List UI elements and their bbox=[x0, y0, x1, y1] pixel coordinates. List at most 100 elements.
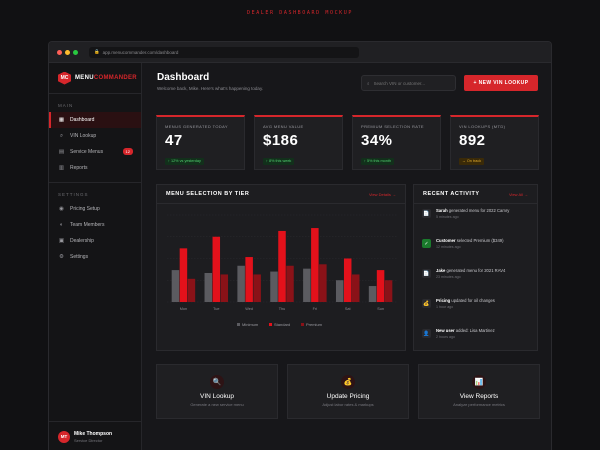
stat-card-premium-rate: PREMIUM SELECTION RATE 34% ↑ 5% this mon… bbox=[352, 115, 441, 170]
bar-minimum bbox=[204, 273, 213, 302]
stats-row: MENUS GENERATED TODAY 47 ↑ 12% vs yester… bbox=[156, 115, 539, 170]
coin-icon: 💰 bbox=[341, 375, 355, 389]
user-role: Service Director bbox=[74, 437, 103, 443]
bar-standard bbox=[245, 257, 253, 302]
x-tick-label: Wed bbox=[245, 307, 253, 311]
bar-minimum bbox=[270, 271, 278, 302]
sidebar-item-dealership[interactable]: ▣ Dealership bbox=[58, 238, 94, 244]
stat-value: 892 bbox=[459, 132, 486, 149]
x-tick-label: Fri bbox=[313, 307, 318, 311]
user-icon: 👤 bbox=[422, 329, 431, 338]
search-icon: ⌕ bbox=[367, 80, 370, 86]
bar-standard bbox=[278, 230, 286, 302]
view-details-link[interactable]: View Details → bbox=[368, 191, 396, 197]
browser-window: 🔒 app.menucommander.com/dashboard MC MEN… bbox=[48, 41, 552, 450]
bar-minimum bbox=[368, 286, 377, 302]
sidebar-item-pricing-setup[interactable]: ◉ Pricing Setup bbox=[59, 206, 100, 212]
check-icon: ✓ bbox=[422, 239, 431, 248]
building-icon: ▣ bbox=[58, 238, 65, 244]
sidebar-item-reports[interactable]: ▥ Reports bbox=[58, 165, 88, 171]
logo-text: MENUCOMMANDER bbox=[75, 75, 137, 81]
minimize-window-dot[interactable] bbox=[65, 49, 70, 55]
search-box[interactable]: ⌕ bbox=[361, 75, 456, 91]
vin-lookup-action-card[interactable]: 🔍 VIN Lookup Generate a new service menu bbox=[156, 364, 278, 419]
sidebar-item-team-members[interactable]: ◐ Team Members bbox=[59, 222, 105, 228]
logo-badge: MC bbox=[58, 71, 71, 85]
view-all-link[interactable]: View All → bbox=[508, 191, 528, 197]
update-pricing-action-card[interactable]: 💰 Update Pricing Adjust labor rates & ma… bbox=[287, 364, 409, 419]
nav-section-main: MAIN bbox=[58, 103, 74, 108]
bar-minimum bbox=[335, 280, 344, 302]
user-name: Mike Thompson bbox=[74, 430, 113, 437]
bar-premium bbox=[351, 274, 360, 302]
sidebar-divider bbox=[49, 182, 141, 183]
sidebar-item-settings[interactable]: ⚙ Settings bbox=[59, 254, 89, 260]
view-reports-action-card[interactable]: 📊 View Reports Analyze performance metri… bbox=[418, 364, 540, 419]
bar-standard bbox=[212, 236, 221, 302]
bar-premium bbox=[253, 274, 261, 302]
coin-icon: 💰 bbox=[422, 299, 431, 308]
activity-item[interactable]: 📄 Jake generated menu for 2021 RAV4 23 m… bbox=[422, 268, 506, 279]
search-input[interactable] bbox=[373, 80, 454, 86]
bar-premium bbox=[286, 265, 294, 302]
sidebar-item-dashboard[interactable]: ▦ Dashboard bbox=[49, 112, 141, 128]
x-tick-label: Mon bbox=[180, 307, 187, 311]
legend-swatch bbox=[269, 323, 272, 326]
legend-label: Standard bbox=[274, 322, 290, 327]
sidebar-item-service-menus[interactable]: ▤ Service Menus 12 bbox=[49, 144, 141, 160]
activity-item[interactable]: 💰 Pricing updated for oil changes 1 hour… bbox=[422, 298, 495, 309]
logo[interactable]: MC MENUCOMMANDER bbox=[49, 63, 141, 94]
activity-item[interactable]: 📄 Sarah generated menu for 2022 Camry 5 … bbox=[422, 208, 510, 219]
document-icon: 📄 bbox=[422, 269, 431, 278]
bar-premium bbox=[319, 264, 327, 302]
users-icon: ◐ bbox=[59, 222, 64, 228]
stat-delta: → On track bbox=[459, 157, 485, 165]
quick-actions: 🔍 VIN Lookup Generate a new service menu… bbox=[156, 364, 540, 419]
activity-item[interactable]: ✓ Customer selected Premium ($349) 12 mi… bbox=[414, 238, 537, 264]
app: MC MENUCOMMANDER MAIN ▦ Dashboard ⌕ VIN … bbox=[49, 63, 551, 450]
activity-card: RECENT ACTIVITY View All → 📄 Sarah gener… bbox=[413, 184, 538, 351]
coin-icon: ◉ bbox=[59, 206, 64, 212]
page-header: Dashboard Welcome back, Mike. Here's wha… bbox=[142, 63, 551, 113]
url-bar[interactable]: 🔒 app.menucommander.com/dashboard bbox=[89, 46, 359, 58]
legend-swatch bbox=[301, 323, 304, 326]
chart-title: MENU SELECTION BY TIER bbox=[166, 191, 250, 197]
stat-card-menus-today: MENUS GENERATED TODAY 47 ↑ 12% vs yester… bbox=[156, 115, 245, 170]
stat-value: 34% bbox=[361, 132, 393, 149]
legend-label: Minimum bbox=[242, 322, 259, 327]
sidebar-item-vin-lookup[interactable]: ⌕ VIN Lookup bbox=[59, 132, 97, 140]
nav-section-settings: SETTINGS bbox=[58, 192, 89, 197]
url-text: app.menucommander.com/dashboard bbox=[102, 49, 179, 55]
user-profile[interactable]: MT Mike Thompson Service Director bbox=[49, 421, 141, 450]
x-tick-label: Thu bbox=[279, 307, 286, 311]
x-tick-label: Sat bbox=[345, 307, 352, 311]
stat-card-avg-menu-value: AVG MENU VALUE $186 ↑ 8% this week bbox=[254, 115, 343, 170]
stat-value: 47 bbox=[165, 132, 183, 149]
new-vin-lookup-button[interactable]: + NEW VIN LOOKUP bbox=[464, 75, 538, 91]
legend-swatch bbox=[237, 323, 240, 326]
bar-premium bbox=[220, 274, 229, 302]
gear-icon: ⚙ bbox=[59, 254, 64, 260]
avatar: MT bbox=[58, 430, 70, 443]
close-window-dot[interactable] bbox=[57, 49, 62, 55]
stat-card-vin-lookups: VIN LOOKUPS (MTD) 892 → On track bbox=[450, 115, 539, 170]
dashboard-icon: ▦ bbox=[58, 117, 65, 123]
search-icon: 🔍 bbox=[210, 375, 224, 389]
legend-label: Premium bbox=[306, 322, 323, 327]
service-menus-count-badge: 12 bbox=[122, 148, 133, 155]
document-icon: 📄 bbox=[422, 209, 431, 218]
maximize-window-dot[interactable] bbox=[73, 49, 78, 55]
stat-delta: ↑ 8% this week bbox=[263, 157, 295, 165]
stat-delta: ↑ 5% this month bbox=[361, 157, 395, 165]
x-tick-label: Tue bbox=[213, 307, 219, 311]
lock-icon: 🔒 bbox=[94, 49, 100, 54]
page-title: Dashboard bbox=[157, 72, 210, 83]
bar-standard bbox=[376, 270, 385, 302]
bar-minimum bbox=[171, 270, 180, 302]
tier-bar-chart: Mon Tue Wed Thu Fri Sat Sun Minimum Standard Prem… bbox=[167, 214, 397, 327]
activity-item[interactable]: 👤 New user added: Lisa Martinez 2 hours … bbox=[422, 328, 495, 339]
bar-standard bbox=[179, 248, 188, 302]
main-content: Dashboard Welcome back, Mike. Here's wha… bbox=[142, 63, 551, 450]
document-icon: ▤ bbox=[58, 149, 65, 155]
bar-premium bbox=[187, 278, 196, 302]
